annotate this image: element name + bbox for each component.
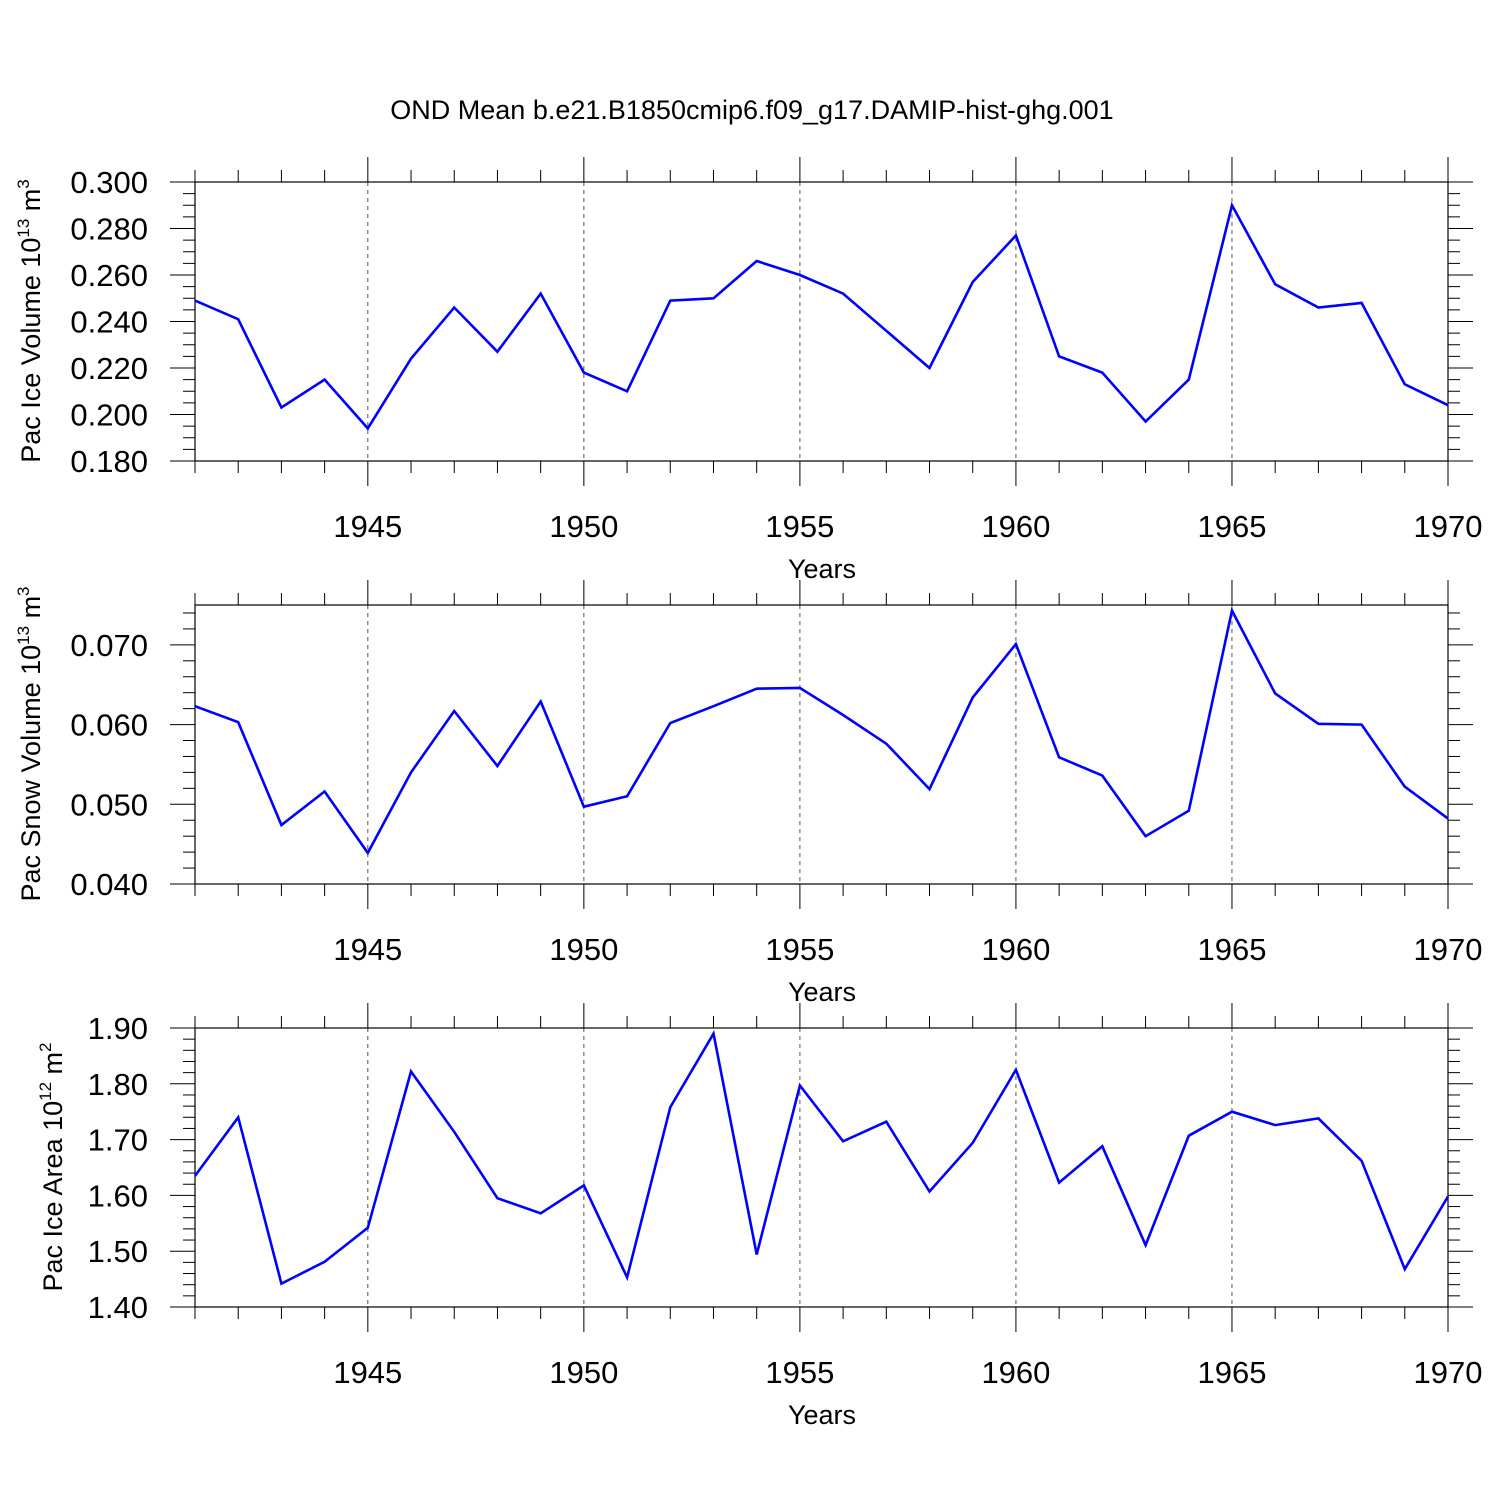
y-tick-label: 0.300 <box>70 165 148 200</box>
x-tick-label: 1970 <box>1414 932 1483 967</box>
y-axis-title: Pac Ice Area 1012 m2 <box>36 1042 68 1291</box>
x-tick-label: 1945 <box>333 932 402 967</box>
y-tick-label: 1.40 <box>88 1290 148 1325</box>
y-tick-label: 0.260 <box>70 258 148 293</box>
x-tick-label: 1970 <box>1414 1355 1483 1390</box>
y-tick-label: 0.060 <box>70 708 148 743</box>
x-tick-label: 1950 <box>549 932 618 967</box>
series-line <box>194 201 1449 431</box>
chart-panel-1: 0.180 0.200 0.220 0.240 0.260 0.280 0.300 1945 1… <box>14 157 1482 584</box>
x-tick-label: 1955 <box>765 509 834 544</box>
figure-title: OND Mean b.e21.B1850cmip6.f09_g17.DAMIP-… <box>390 95 1113 125</box>
x-tick-label: 1955 <box>765 932 834 967</box>
x-tick-label: 1965 <box>1197 932 1266 967</box>
y-tick-label: 0.050 <box>70 787 148 822</box>
y-tick-label: 0.070 <box>70 628 148 663</box>
y-tick-label: 0.280 <box>70 212 148 247</box>
x-tick-label: 1970 <box>1414 509 1483 544</box>
y-tick-label: 1.90 <box>88 1011 148 1046</box>
plot-frame <box>194 181 1449 462</box>
x-tick-label: 1955 <box>765 1355 834 1390</box>
x-tick-label: 1965 <box>1197 509 1266 544</box>
y-tick-label: 1.80 <box>88 1067 148 1102</box>
y-axis-title: Pac Ice Volume 1013 m3 <box>14 179 46 463</box>
series-line <box>193 1029 1450 1286</box>
y-tick-label: 0.240 <box>70 305 148 340</box>
y-tick-label: 1.50 <box>88 1234 148 1269</box>
x-tick-label: 1960 <box>981 509 1050 544</box>
x-tick-label: 1950 <box>549 1355 618 1390</box>
x-tick-label: 1950 <box>549 509 618 544</box>
x-axis-title: Years <box>788 1400 856 1430</box>
y-tick-label: 0.200 <box>70 398 148 433</box>
x-tick-label: 1960 <box>981 1355 1050 1390</box>
y-tick-label: 0.180 <box>70 444 148 479</box>
x-axis-title: Years <box>788 977 856 1007</box>
x-tick-label: 1960 <box>981 932 1050 967</box>
y-axis-title: Pac Snow Volume 1013 m3 <box>14 586 46 901</box>
x-tick-label: 1945 <box>333 509 402 544</box>
x-axis-title: Years <box>788 554 856 584</box>
x-tick-label: 1965 <box>1197 1355 1266 1390</box>
chart-panel-3: 1.40 1.50 1.60 1.70 1.80 1.90 1945 1950 1955 1960… <box>36 1003 1482 1430</box>
y-tick-label: 1.70 <box>88 1123 148 1158</box>
plot-frame <box>194 1027 1449 1308</box>
chart-panel-2: 0.040 0.050 0.060 0.070 1945 1950 1955 1960 1965… <box>14 580 1482 1007</box>
y-tick-label: 0.220 <box>70 351 148 386</box>
y-tick-label: 0.040 <box>70 867 148 902</box>
plot-frame <box>194 604 1449 885</box>
y-tick-label: 1.60 <box>88 1178 148 1213</box>
x-tick-label: 1945 <box>333 1355 402 1390</box>
series-line <box>194 606 1449 856</box>
